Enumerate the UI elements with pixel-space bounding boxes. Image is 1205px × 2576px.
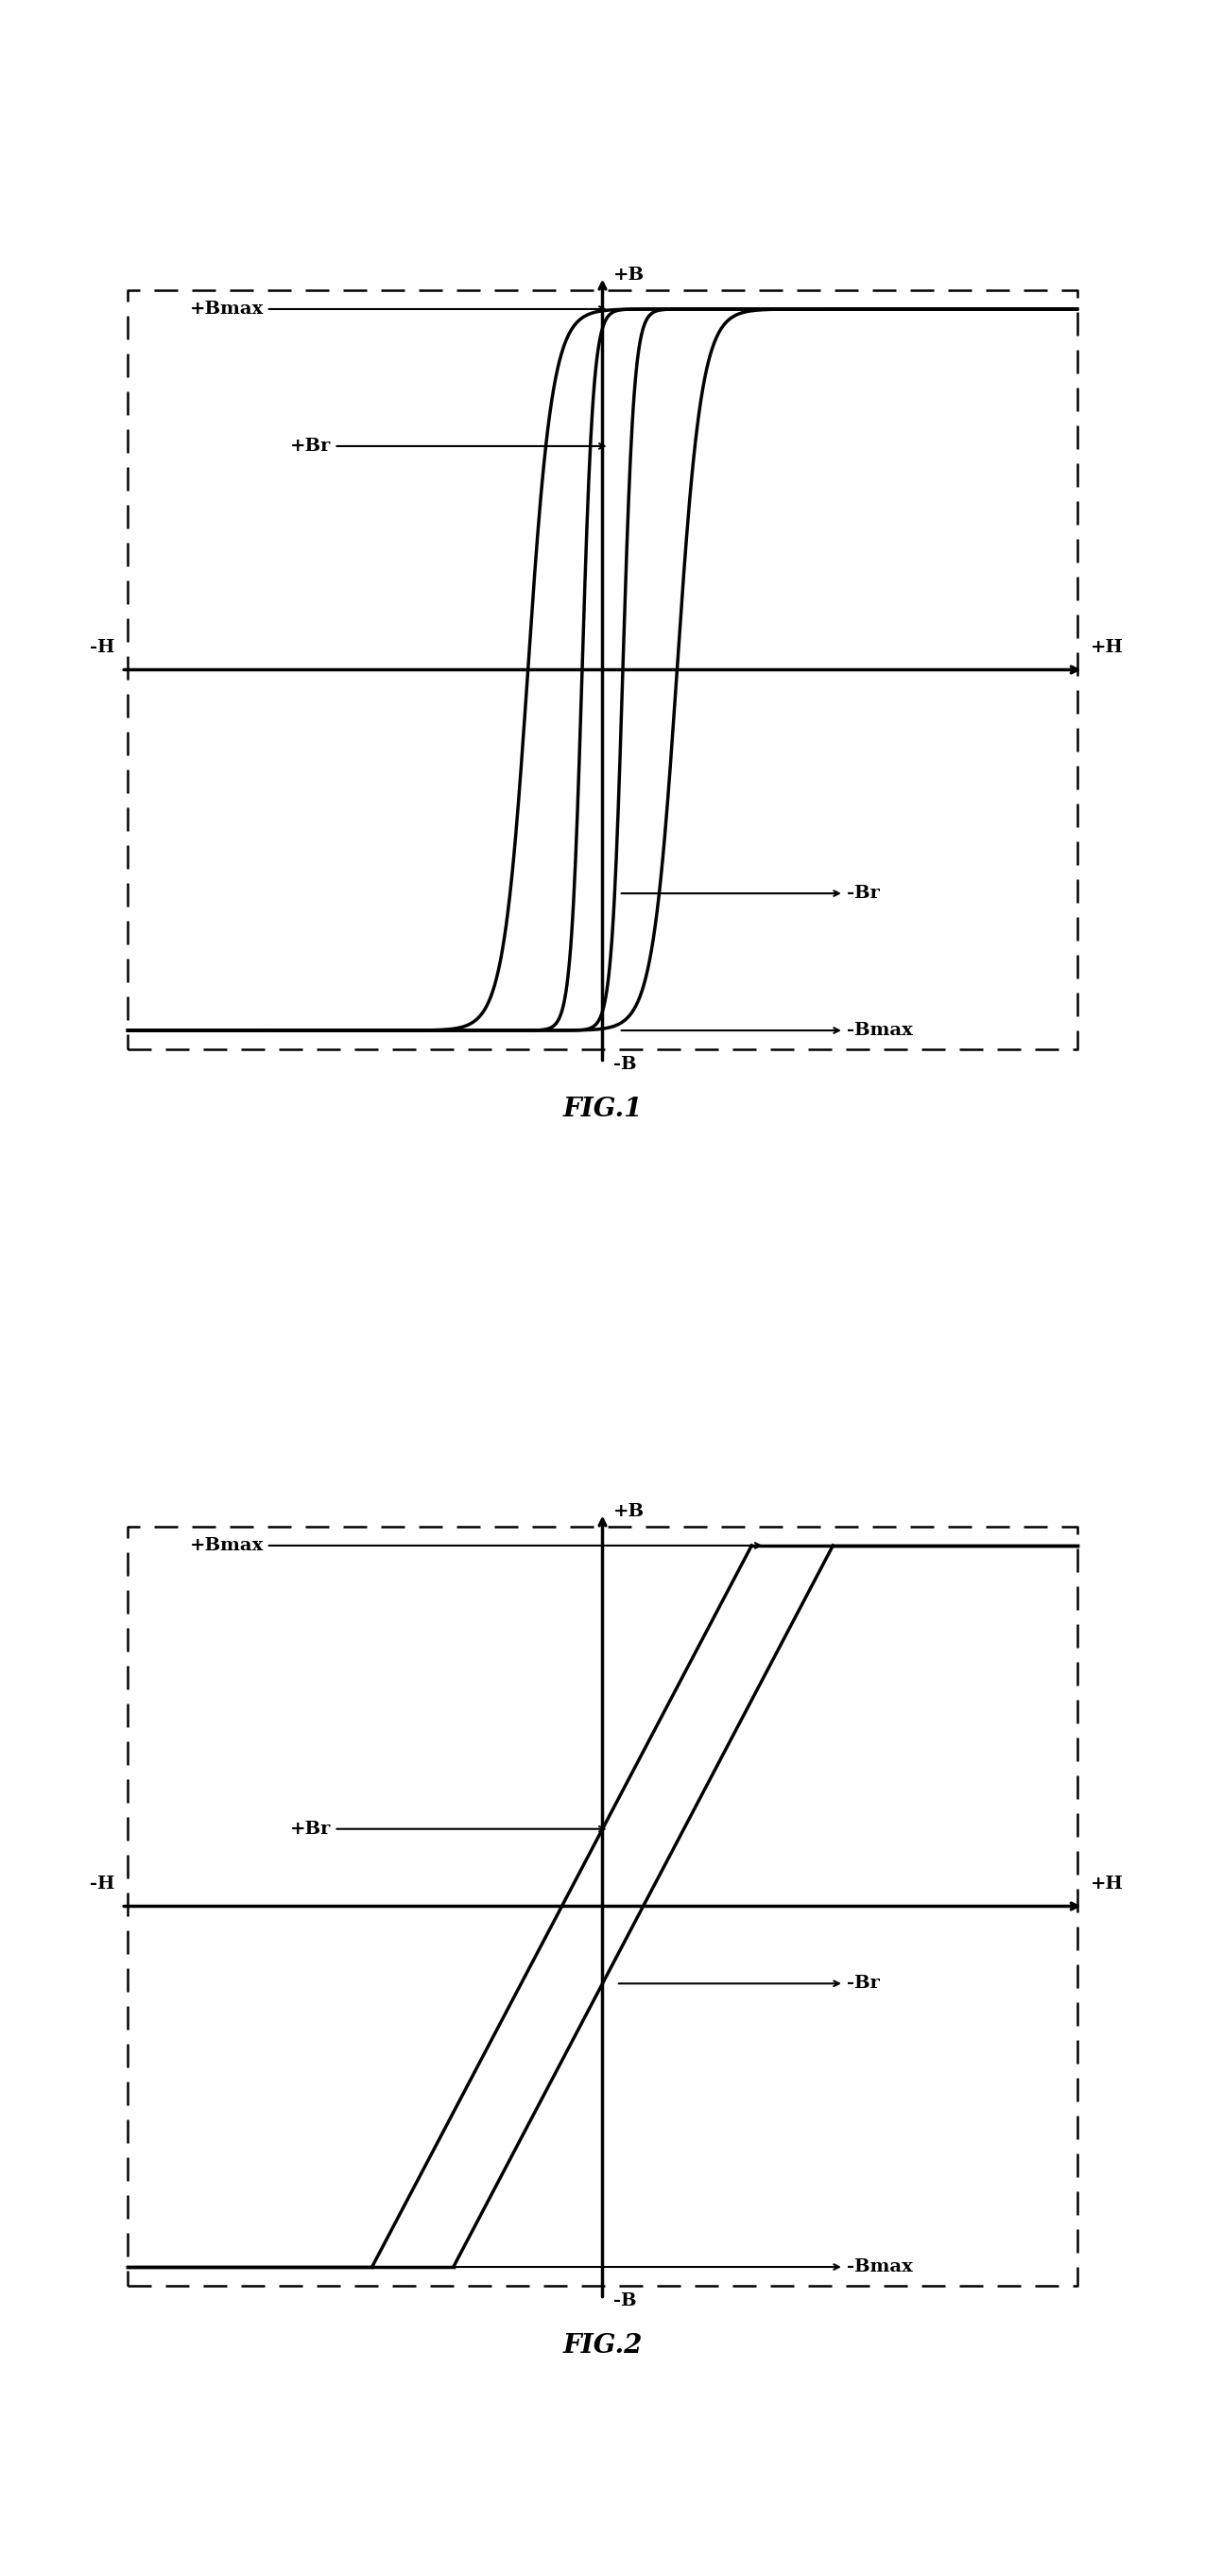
Text: -Br: -Br: [622, 886, 880, 902]
Text: +Br: +Br: [290, 1821, 605, 1837]
Text: -H: -H: [89, 639, 114, 657]
Text: +B: +B: [613, 1502, 645, 1520]
Text: -Bmax: -Bmax: [622, 1023, 912, 1038]
Text: -B: -B: [613, 1056, 636, 1074]
Text: +Bmax: +Bmax: [189, 1538, 760, 1553]
Text: FIG.2: FIG.2: [563, 2334, 642, 2360]
Text: -Br: -Br: [618, 1976, 880, 1991]
Text: +B: +B: [613, 265, 645, 283]
Text: +Br: +Br: [290, 438, 605, 453]
Text: -B: -B: [613, 2293, 636, 2311]
Text: -Bmax: -Bmax: [368, 2259, 912, 2275]
Text: +Bmax: +Bmax: [189, 301, 605, 317]
Text: -H: -H: [89, 1875, 114, 1893]
Text: FIG.1: FIG.1: [563, 1097, 642, 1123]
Text: +H: +H: [1091, 639, 1123, 657]
Text: +H: +H: [1091, 1875, 1123, 1893]
